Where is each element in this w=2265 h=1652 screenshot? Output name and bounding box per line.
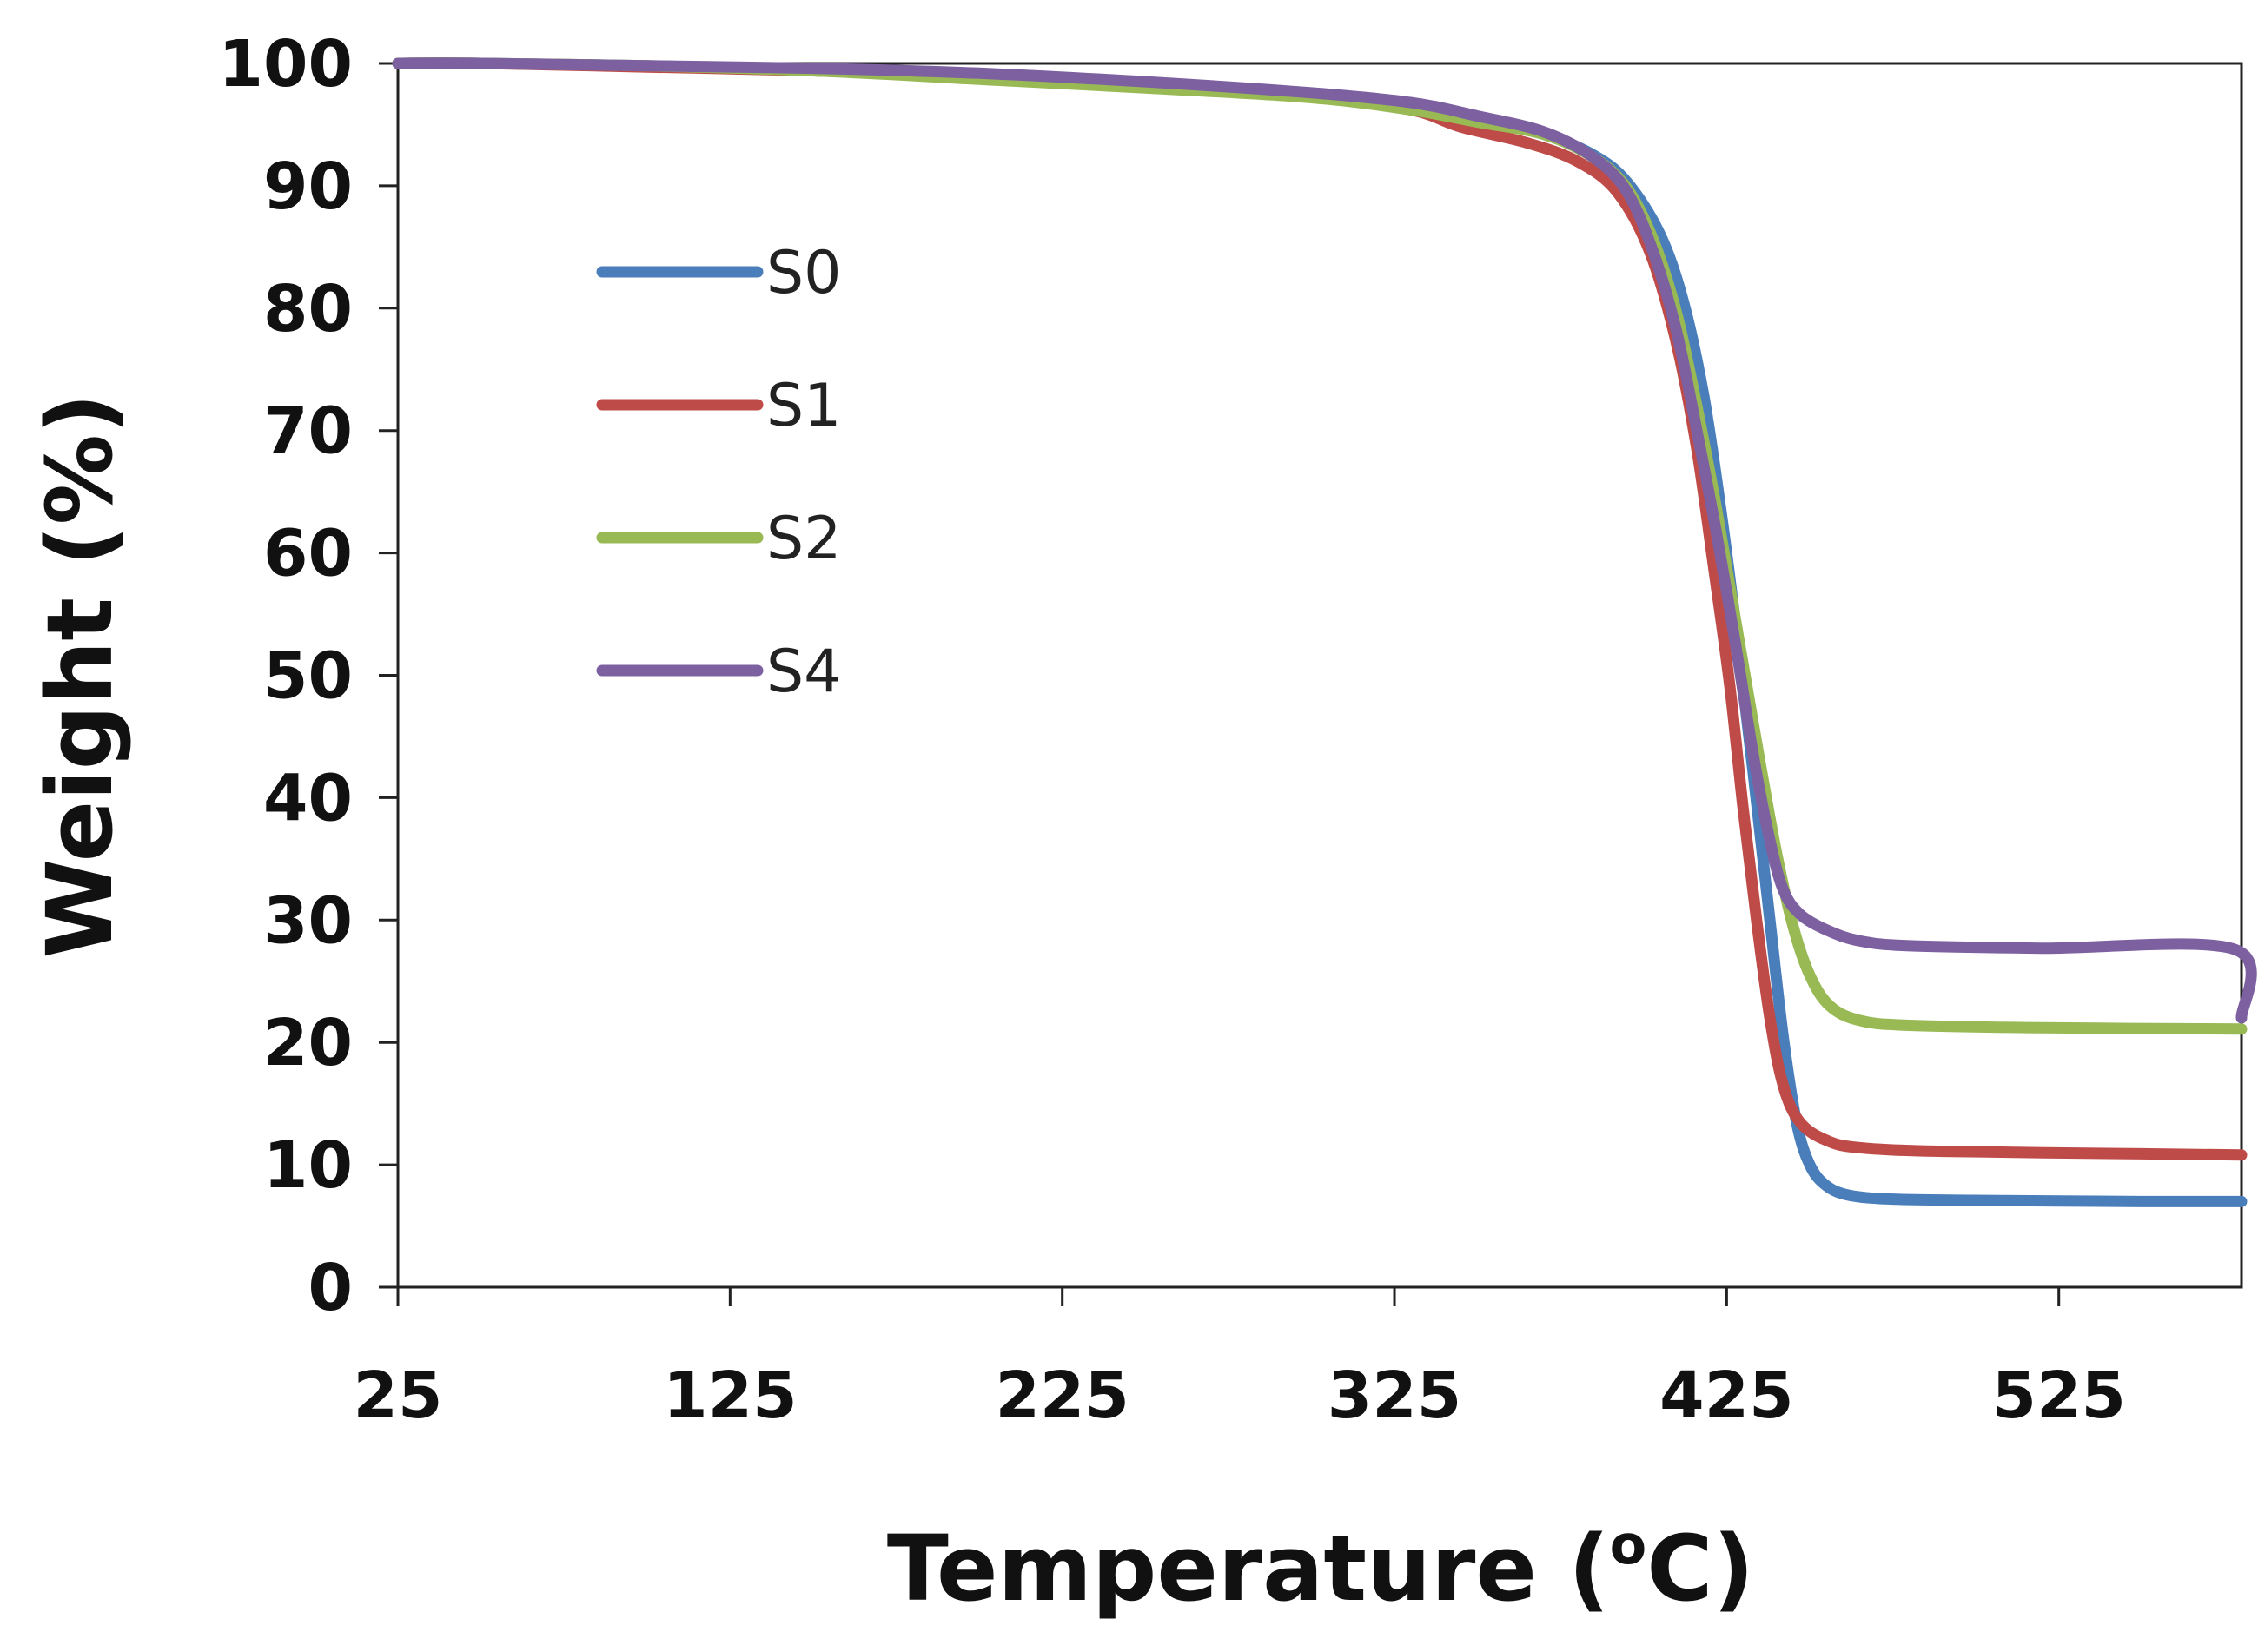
x-tick-label: 425: [1659, 1358, 1793, 1433]
x-axis-title-suffix: C): [1646, 1516, 1754, 1622]
y-tick-label: 40: [263, 761, 353, 836]
y-tick-label: 0: [308, 1251, 354, 1325]
y-tick-label: 30: [263, 883, 353, 958]
y-tick-label: 60: [263, 517, 353, 591]
legend: S0 S1 S2 S4: [596, 239, 841, 706]
legend-label-s0: S0: [766, 239, 841, 307]
x-tick-label: 25: [354, 1358, 443, 1433]
y-axis: 0 10 20 30 40 50 60 70 80 90 100: [219, 27, 398, 1325]
y-tick-label: 100: [219, 27, 353, 102]
legend-label-s1: S1: [766, 372, 841, 440]
y-tick-label: 70: [263, 394, 353, 469]
y-tick-label: 90: [263, 149, 353, 224]
series-lines: [392, 57, 2257, 1207]
x-tick-label: 325: [1328, 1358, 1461, 1433]
x-tick-label: 525: [1991, 1358, 2125, 1433]
x-axis: 25 125 225 325 425 525: [354, 1287, 2126, 1433]
legend-label-s4: S4: [766, 638, 841, 706]
y-tick-label: 10: [263, 1128, 353, 1203]
x-axis-title-sup: o: [1610, 1513, 1647, 1576]
y-tick-label: 50: [263, 639, 353, 714]
y-tick-label: 20: [263, 1006, 353, 1080]
x-tick-label: 225: [995, 1358, 1129, 1433]
y-tick-label: 80: [263, 272, 353, 347]
x-axis-title-text: Temperature (: [887, 1516, 1610, 1622]
series-line-s4: [392, 57, 2257, 1024]
x-tick-label: 125: [663, 1358, 797, 1433]
legend-label-s2: S2: [766, 505, 841, 573]
x-axis-title: Temperature (oC): [887, 1513, 1754, 1622]
y-axis-title: Weight (%): [27, 393, 133, 959]
